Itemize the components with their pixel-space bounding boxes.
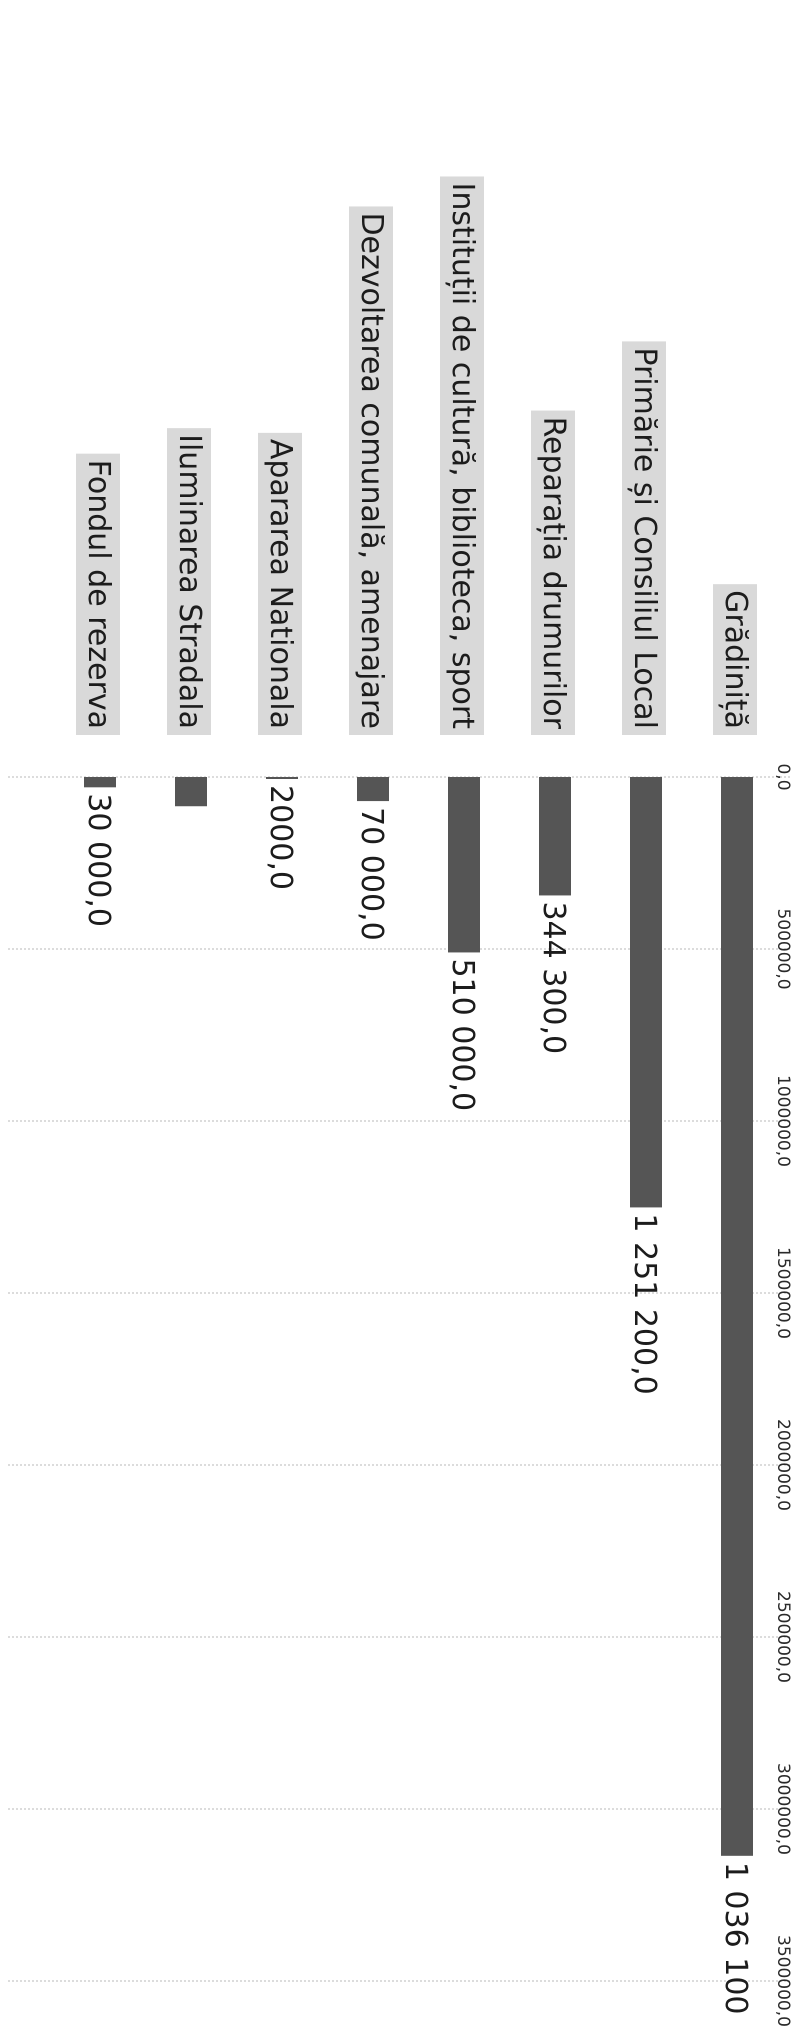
category-label: Fondul de rezerva [81, 460, 116, 729]
bar [357, 777, 389, 802]
gridlines [8, 776, 790, 1982]
bar [539, 777, 571, 896]
bar [630, 777, 662, 1208]
bar [84, 777, 116, 788]
bars [84, 777, 753, 1856]
category-label: Reparația drumurilor [536, 417, 571, 730]
bar [175, 777, 207, 807]
data-label: 1 251 200,0 [627, 1213, 662, 1394]
axis-tick-label: 2000000,0 [773, 1419, 793, 1511]
category-label-background [713, 584, 757, 735]
category-label: Grădiniță [718, 590, 753, 729]
category-label-background [622, 341, 666, 735]
axis-tick-label: 2500000,0 [773, 1591, 793, 1683]
category-label-background [440, 176, 484, 735]
axis-tick-label: 3000000,0 [773, 1763, 793, 1855]
category-label-background [76, 453, 120, 735]
data-label: 510 000,0 [445, 958, 480, 1111]
category-labels: Grădiniță Primărie și Consiliul Local Repa… [76, 176, 757, 735]
bar [266, 777, 298, 779]
data-label: 2000,0 [263, 785, 298, 890]
category-label-background [258, 432, 302, 735]
value-labels: 1 036 100 1 251 200,0 344 300,0 510 000,0 70… [81, 785, 753, 2015]
category-label: Dezvoltarea comunală, amenajare [354, 212, 389, 729]
category-label: Primărie și Consiliul Local [627, 347, 662, 729]
axis-tick-label: 3500000,0 [773, 1935, 793, 2027]
axis-tick-label: 0,0 [773, 763, 793, 790]
data-label: 1 036 100 [718, 1862, 753, 2015]
data-label: 70 000,0 [354, 807, 389, 941]
data-label: 30 000,0 [81, 793, 116, 927]
data-label: 344 300,0 [536, 901, 571, 1054]
category-label: Instituții de cultură, biblioteca, sport [445, 182, 480, 729]
chart-plot-area: Grădiniță Primărie și Consiliul Local Repa… [8, 176, 793, 2027]
category-label-background [349, 206, 393, 735]
category-label-background [167, 428, 211, 735]
axis-tick-label: 1000000,0 [773, 1075, 793, 1167]
bar [721, 777, 753, 1856]
category-label-background [531, 410, 575, 735]
axis-tick-label: 1500000,0 [773, 1247, 793, 1339]
axis-tick-label: 500000,0 [773, 908, 793, 989]
bar [448, 777, 480, 953]
category-label: Iluminarea Stradala [172, 434, 207, 729]
category-label: Apararea Nationala [263, 439, 298, 729]
axis-tick-labels: 0,0 500000,0 1000000,0 1500000,0 2000000,0 25… [773, 763, 793, 2026]
